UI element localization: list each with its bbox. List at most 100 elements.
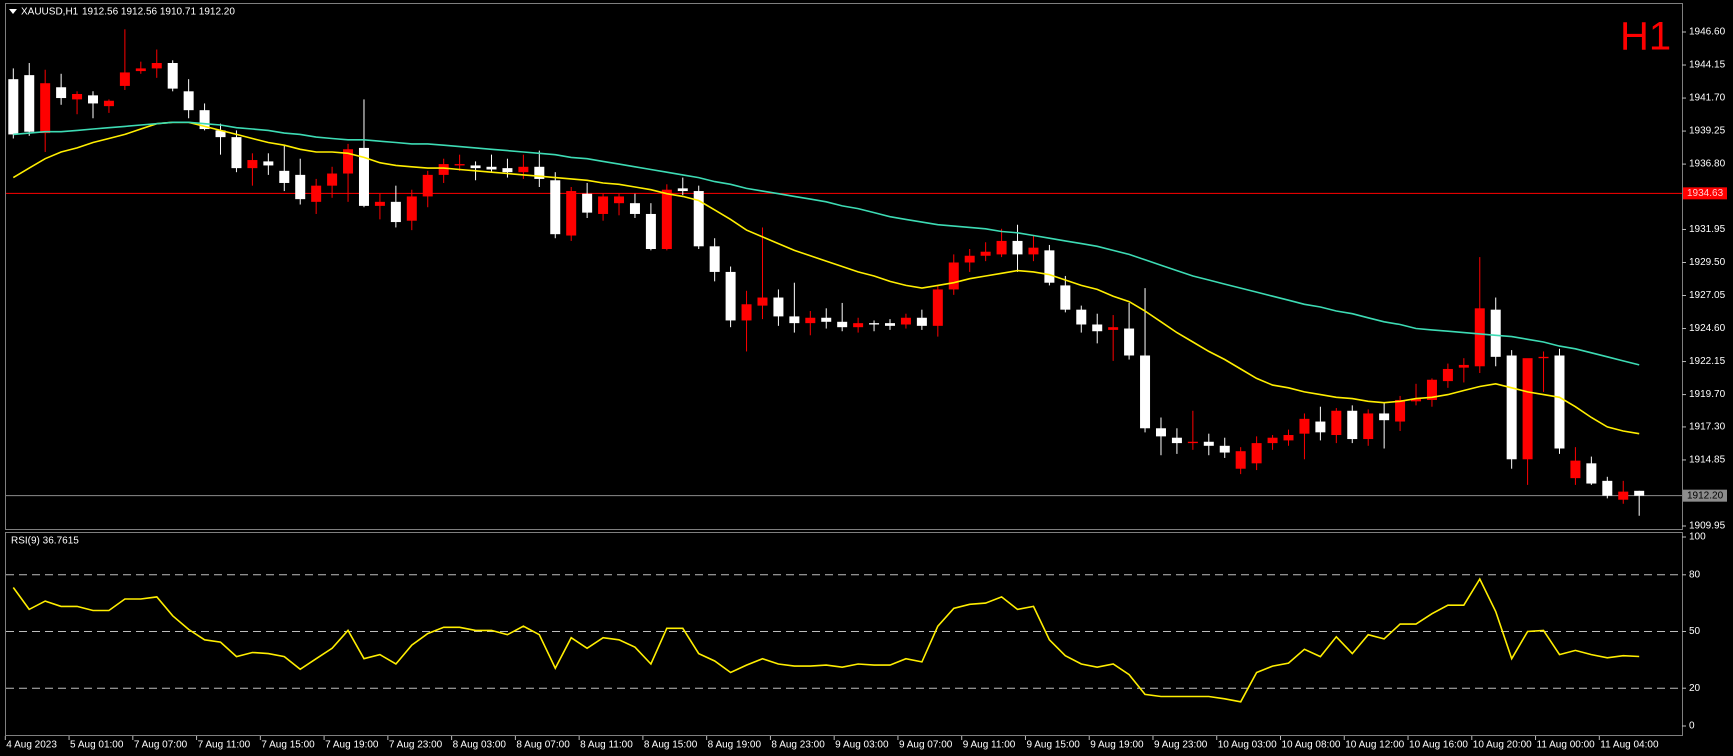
candle-body [1155, 428, 1166, 437]
y-tick-label: 1931.95 [1689, 224, 1726, 235]
candle-body [263, 161, 274, 166]
current_price-label: 1912.20 [1687, 490, 1724, 501]
candle-body [1379, 413, 1390, 421]
y-tick-label: 20 [1689, 683, 1701, 694]
candle-body [486, 166, 497, 170]
x-tick-label: 10 Aug 03:00 [1218, 740, 1277, 751]
x-tick-label: 9 Aug 11:00 [963, 740, 1016, 751]
x-tick-label: 8 Aug 23:00 [771, 740, 825, 751]
candle-body [805, 317, 816, 324]
candle-body [582, 193, 593, 213]
candle-body [1187, 441, 1198, 444]
candle-body [1076, 309, 1087, 325]
x-tick-label: 11 Aug 00:00 [1537, 740, 1596, 751]
candle-body [773, 297, 784, 317]
y-tick-label: 1929.50 [1689, 257, 1726, 268]
x-tick-label: 9 Aug 03:00 [835, 740, 889, 751]
x-tick-label: 7 Aug 15:00 [261, 740, 315, 751]
candle-body [853, 323, 864, 328]
candle-body [1012, 240, 1023, 255]
y-tick-label: 1927.05 [1689, 290, 1726, 301]
candle-body [374, 201, 385, 206]
candle-body [550, 180, 561, 235]
x-tick-label: 10 Aug 16:00 [1409, 740, 1468, 751]
y-tick-label: 1909.95 [1689, 521, 1726, 532]
candle-body [1363, 413, 1374, 440]
moving-average-line [13, 121, 1640, 366]
moving-average-line [12, 121, 1640, 435]
candle-body [1538, 356, 1549, 359]
candle-body [327, 173, 338, 186]
candle-body [1235, 451, 1246, 469]
symbol-title: XAUUSD,H1 [21, 7, 79, 18]
candle-body [837, 321, 848, 328]
candle-body [1331, 410, 1342, 436]
candle-body [757, 297, 768, 306]
candle-body [1203, 441, 1214, 446]
timeframe-label: H1 [1620, 15, 1671, 59]
candle-body [231, 137, 242, 169]
y-tick-label: 0 [1689, 721, 1695, 732]
x-tick-label: 8 Aug 07:00 [516, 740, 570, 751]
x-tick-label: 9 Aug 23:00 [1154, 740, 1208, 751]
candle-body [1140, 355, 1151, 429]
y-tick-label: 1939.25 [1689, 126, 1726, 137]
candle-body [56, 87, 67, 99]
current_price-label-box [1683, 489, 1727, 502]
candle-body [1570, 460, 1581, 479]
candle-body [72, 94, 83, 100]
candle-body [1124, 328, 1135, 356]
x-tick-label: 4 Aug 2023 [6, 740, 57, 751]
candle-body [1347, 410, 1358, 440]
rsi-panel-frame [5, 532, 1683, 736]
candle-body [598, 196, 609, 214]
candle-body [1506, 355, 1517, 460]
candle-body [167, 63, 178, 89]
candle-body [1283, 435, 1294, 441]
x-tick-label: 9 Aug 15:00 [1026, 740, 1080, 751]
hline-label: 1934.63 [1687, 188, 1724, 199]
candle-body [454, 164, 465, 166]
y-tick-label: 1941.70 [1689, 93, 1726, 104]
plot-layer: 1946.60 1944.15 1941.70 1939.25 1936.80 1931.… [4, 27, 1727, 751]
candle-body [1490, 309, 1501, 357]
candle-body [1618, 491, 1629, 500]
candle-body [24, 75, 35, 132]
candle-body [677, 188, 688, 192]
candle-body [438, 164, 449, 175]
candle-body [358, 147, 369, 206]
symbol-menu-arrow[interactable] [9, 9, 17, 14]
candle-body [900, 317, 911, 325]
hline-label-box [1683, 187, 1727, 200]
candle-body [88, 95, 98, 104]
candle-body [645, 213, 656, 250]
candle-body [1554, 355, 1565, 449]
x-tick-label: 10 Aug 20:00 [1473, 740, 1532, 751]
candle-body [1267, 437, 1278, 444]
candle-body [518, 166, 529, 173]
y-tick-label: 1946.60 [1689, 27, 1726, 38]
candle-body [1028, 247, 1039, 255]
candle-body [199, 110, 210, 130]
x-tick-label: 7 Aug 07:00 [134, 740, 188, 751]
price-panel-frame [5, 3, 1683, 530]
candle-body [1299, 418, 1310, 434]
candle-body [8, 79, 19, 135]
candle-body [566, 191, 577, 236]
candle-body [119, 72, 130, 86]
x-tick-label: 7 Aug 23:00 [389, 740, 443, 751]
y-tick-label: 80 [1689, 569, 1701, 580]
candle-body [135, 68, 146, 72]
x-tick-label: 9 Aug 19:00 [1090, 740, 1144, 751]
candle-body [1442, 368, 1453, 382]
candle-body [1171, 437, 1182, 444]
candle-body [183, 91, 194, 111]
candle-body [422, 174, 433, 197]
candle-body [151, 63, 162, 69]
candle-body [215, 130, 226, 138]
x-tick-label: 10 Aug 12:00 [1345, 740, 1404, 751]
candle-body [1395, 399, 1406, 422]
candle-body [1426, 379, 1437, 400]
candle-body [534, 166, 545, 179]
